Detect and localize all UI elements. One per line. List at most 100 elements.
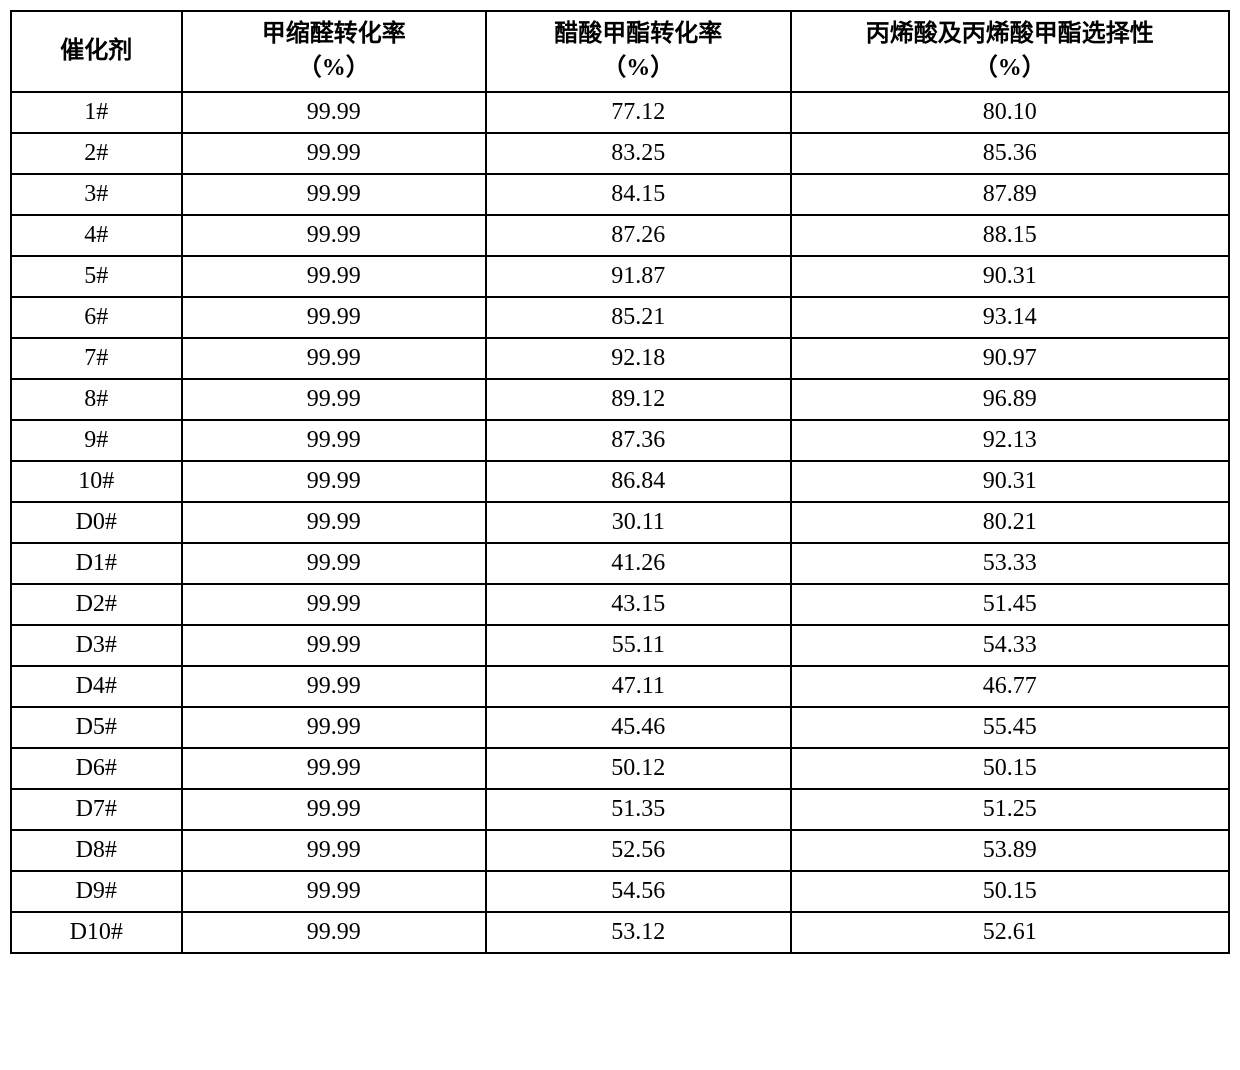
cell-selectivity: 96.89 (791, 379, 1229, 420)
cell-catalyst: D7# (11, 789, 182, 830)
cell-conv1: 99.99 (182, 871, 487, 912)
cell-conv1: 99.99 (182, 297, 487, 338)
cell-conv2: 50.12 (486, 748, 791, 789)
cell-conv1: 99.99 (182, 420, 487, 461)
cell-selectivity: 54.33 (791, 625, 1229, 666)
cell-conv2: 87.26 (486, 215, 791, 256)
header-selectivity: 丙烯酸及丙烯酸甲酯选择性 （%） (791, 11, 1229, 92)
cell-selectivity: 50.15 (791, 871, 1229, 912)
table-row: D6#99.9950.1250.15 (11, 748, 1229, 789)
cell-catalyst: 2# (11, 133, 182, 174)
cell-catalyst: 1# (11, 92, 182, 133)
cell-conv1: 99.99 (182, 707, 487, 748)
cell-conv1: 99.99 (182, 338, 487, 379)
cell-selectivity: 80.10 (791, 92, 1229, 133)
cell-conv1: 99.99 (182, 256, 487, 297)
cell-catalyst: 6# (11, 297, 182, 338)
table-row: 10#99.9986.8490.31 (11, 461, 1229, 502)
cell-catalyst: 4# (11, 215, 182, 256)
table-row: 5#99.9991.8790.31 (11, 256, 1229, 297)
header-conv1-line2: （%） (298, 55, 370, 81)
table-body: 1#99.9977.1280.102#99.9983.2585.363#99.9… (11, 92, 1229, 953)
cell-selectivity: 80.21 (791, 502, 1229, 543)
table-row: D0#99.9930.1180.21 (11, 502, 1229, 543)
cell-conv1: 99.99 (182, 789, 487, 830)
table-header: 催化剂 甲缩醛转化率 （%） 醋酸甲酯转化率 （%） 丙烯酸及丙烯酸甲酯选择性 … (11, 11, 1229, 92)
cell-catalyst: 7# (11, 338, 182, 379)
cell-selectivity: 52.61 (791, 912, 1229, 953)
cell-conv1: 99.99 (182, 461, 487, 502)
cell-conv2: 86.84 (486, 461, 791, 502)
cell-conv2: 92.18 (486, 338, 791, 379)
cell-conv2: 53.12 (486, 912, 791, 953)
cell-catalyst: D10# (11, 912, 182, 953)
cell-selectivity: 85.36 (791, 133, 1229, 174)
table-row: D8#99.9952.5653.89 (11, 830, 1229, 871)
table-row: 3#99.9984.1587.89 (11, 174, 1229, 215)
cell-conv1: 99.99 (182, 625, 487, 666)
cell-catalyst: 8# (11, 379, 182, 420)
header-selectivity-line2: （%） (974, 55, 1046, 81)
cell-conv1: 99.99 (182, 92, 487, 133)
cell-selectivity: 88.15 (791, 215, 1229, 256)
cell-selectivity: 51.25 (791, 789, 1229, 830)
header-catalyst: 催化剂 (11, 11, 182, 92)
cell-conv2: 91.87 (486, 256, 791, 297)
cell-conv1: 99.99 (182, 748, 487, 789)
cell-conv2: 84.15 (486, 174, 791, 215)
cell-conv2: 52.56 (486, 830, 791, 871)
cell-catalyst: 5# (11, 256, 182, 297)
cell-conv1: 99.99 (182, 379, 487, 420)
cell-conv1: 99.99 (182, 912, 487, 953)
catalyst-performance-table: 催化剂 甲缩醛转化率 （%） 醋酸甲酯转化率 （%） 丙烯酸及丙烯酸甲酯选择性 … (10, 10, 1230, 954)
cell-catalyst: D4# (11, 666, 182, 707)
cell-selectivity: 90.31 (791, 461, 1229, 502)
cell-catalyst: D5# (11, 707, 182, 748)
header-conv2-line1: 醋酸甲酯转化率 (554, 21, 722, 47)
cell-selectivity: 90.97 (791, 338, 1229, 379)
cell-catalyst: 9# (11, 420, 182, 461)
table-row: 6#99.9985.2193.14 (11, 297, 1229, 338)
cell-catalyst: 10# (11, 461, 182, 502)
cell-selectivity: 92.13 (791, 420, 1229, 461)
table-row: D1#99.9941.2653.33 (11, 543, 1229, 584)
cell-conv2: 55.11 (486, 625, 791, 666)
cell-selectivity: 93.14 (791, 297, 1229, 338)
cell-conv2: 30.11 (486, 502, 791, 543)
cell-catalyst: D6# (11, 748, 182, 789)
header-conv2: 醋酸甲酯转化率 （%） (486, 11, 791, 92)
cell-conv1: 99.99 (182, 502, 487, 543)
cell-selectivity: 51.45 (791, 584, 1229, 625)
header-conv1-line1: 甲缩醛转化率 (262, 21, 406, 47)
header-conv1: 甲缩醛转化率 （%） (182, 11, 487, 92)
cell-catalyst: D2# (11, 584, 182, 625)
cell-conv2: 85.21 (486, 297, 791, 338)
header-selectivity-line1: 丙烯酸及丙烯酸甲酯选择性 (866, 21, 1154, 47)
table-row: 4#99.9987.2688.15 (11, 215, 1229, 256)
table-row: 9#99.9987.3692.13 (11, 420, 1229, 461)
table-row: D7#99.9951.3551.25 (11, 789, 1229, 830)
table-row: D10#99.9953.1252.61 (11, 912, 1229, 953)
table-row: 7#99.9992.1890.97 (11, 338, 1229, 379)
cell-selectivity: 90.31 (791, 256, 1229, 297)
cell-conv2: 43.15 (486, 584, 791, 625)
cell-conv2: 41.26 (486, 543, 791, 584)
table-row: 1#99.9977.1280.10 (11, 92, 1229, 133)
cell-conv2: 87.36 (486, 420, 791, 461)
cell-selectivity: 46.77 (791, 666, 1229, 707)
cell-conv1: 99.99 (182, 133, 487, 174)
cell-conv2: 77.12 (486, 92, 791, 133)
cell-catalyst: D9# (11, 871, 182, 912)
cell-catalyst: D1# (11, 543, 182, 584)
table-row: D5#99.9945.4655.45 (11, 707, 1229, 748)
cell-selectivity: 53.89 (791, 830, 1229, 871)
header-row: 催化剂 甲缩醛转化率 （%） 醋酸甲酯转化率 （%） 丙烯酸及丙烯酸甲酯选择性 … (11, 11, 1229, 92)
cell-conv1: 99.99 (182, 215, 487, 256)
table-row: 2#99.9983.2585.36 (11, 133, 1229, 174)
cell-conv1: 99.99 (182, 666, 487, 707)
cell-selectivity: 55.45 (791, 707, 1229, 748)
table-row: D3#99.9955.1154.33 (11, 625, 1229, 666)
cell-catalyst: D3# (11, 625, 182, 666)
header-conv2-line2: （%） (602, 55, 674, 81)
cell-conv2: 51.35 (486, 789, 791, 830)
